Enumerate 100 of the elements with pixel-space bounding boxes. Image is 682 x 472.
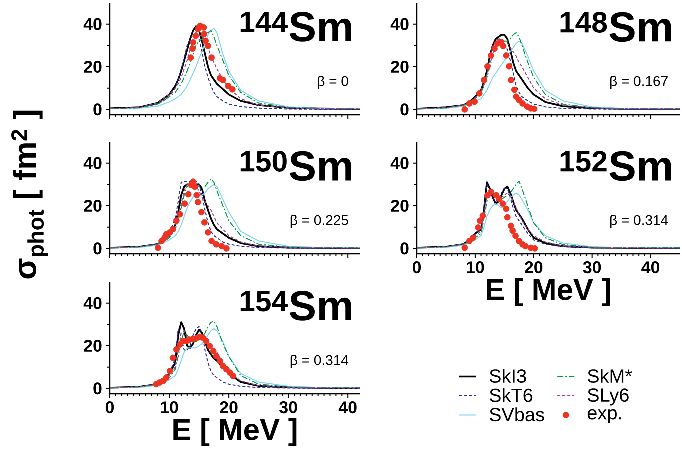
- point: [206, 343, 214, 350]
- point: [508, 77, 514, 84]
- x-tick-label: 20: [220, 402, 238, 414]
- point: [198, 209, 205, 216]
- chart-title: $^{150}$Sm: [240, 151, 352, 182]
- point: [472, 98, 478, 106]
- point: [201, 31, 208, 38]
- y-tick-label: 20: [391, 200, 409, 212]
- point: [190, 39, 197, 46]
- y-tick-label: 0: [400, 242, 409, 255]
- y-tick-label: 20: [391, 60, 409, 74]
- point: [208, 238, 215, 244]
- point: [520, 100, 526, 107]
- point: [475, 224, 482, 231]
- point: [190, 46, 196, 52]
- legend-label: SkM*: [588, 369, 632, 384]
- chart-title: $^{152}$Sm: [560, 151, 672, 182]
- point: [194, 192, 200, 199]
- point: [229, 86, 236, 93]
- y-tick-label: 20: [84, 60, 102, 74]
- legend-label: SkI3: [490, 369, 526, 384]
- point: [173, 218, 180, 224]
- point: [163, 374, 170, 381]
- point: [470, 234, 476, 242]
- x-axis-title: E [ MeV ]: [174, 418, 297, 446]
- point: [462, 106, 468, 113]
- point: [504, 214, 511, 221]
- x-tick-label: 20: [525, 262, 543, 274]
- point: [166, 368, 174, 374]
- point: [500, 200, 506, 208]
- point: [170, 354, 176, 362]
- point: [155, 244, 162, 252]
- point: [182, 200, 188, 208]
- y-tick-label: 40: [84, 297, 102, 310]
- point: [192, 32, 200, 40]
- point: [510, 228, 516, 234]
- y-tick-label: 0: [94, 104, 102, 116]
- y-tick-label: 40: [84, 157, 102, 170]
- y-tick-label: 40: [390, 18, 409, 30]
- point: [522, 243, 529, 250]
- point: [203, 338, 210, 345]
- point: [177, 211, 184, 218]
- point: [488, 188, 494, 196]
- chart-title: $^{144}$Sm: [240, 12, 352, 42]
- y-tick-label: 20: [84, 340, 102, 352]
- point: [185, 191, 192, 198]
- annotation: β = 0.314: [610, 214, 668, 228]
- x-tick-label: 10: [161, 402, 178, 414]
- legend-label: exp.: [588, 409, 622, 424]
- point: [532, 245, 538, 252]
- point: [205, 42, 212, 50]
- legend-label: SLy6: [588, 388, 629, 406]
- point: [225, 83, 232, 90]
- y-tick-label: 0: [400, 104, 409, 116]
- point: [500, 43, 507, 50]
- point: [481, 77, 488, 84]
- point: [170, 226, 176, 233]
- point: [200, 24, 208, 31]
- point: [220, 77, 226, 84]
- point: [476, 218, 484, 224]
- chart-title: $^{148}$Sm: [560, 12, 672, 42]
- point: [216, 358, 224, 364]
- x-tick-label: 0: [106, 402, 114, 414]
- point: [511, 86, 518, 94]
- point: [506, 63, 513, 70]
- y-tick-label: 0: [94, 242, 102, 255]
- legend-label: SkT6: [490, 388, 533, 402]
- chart-title: $^{154}$Sm: [240, 291, 352, 321]
- point: [210, 348, 217, 355]
- point: [201, 219, 208, 226]
- point: [503, 206, 510, 212]
- point: [192, 184, 198, 190]
- point: [503, 52, 510, 59]
- point: [531, 106, 538, 112]
- annotation: β = 0.314: [290, 354, 349, 368]
- point: [213, 241, 220, 248]
- legend-label: SVbas: [490, 408, 544, 422]
- x-tick-label: 40: [338, 402, 357, 414]
- x-tick-label: 30: [280, 402, 298, 414]
- x-tick-label: 40: [642, 262, 660, 274]
- x-tick-label: 30: [583, 262, 602, 274]
- x-tick-label: 0: [412, 262, 422, 274]
- point: [205, 229, 212, 236]
- y-tick-label: 40: [84, 18, 102, 30]
- point: [188, 54, 194, 62]
- point: [492, 46, 498, 52]
- y-tick-label: 20: [84, 200, 102, 212]
- point: [466, 100, 473, 107]
- point: [488, 52, 494, 59]
- point: [462, 244, 468, 252]
- y-tick-label: 0: [94, 382, 102, 395]
- annotation: β = 0.167: [610, 76, 668, 90]
- x-axis-title: E [ MeV ]: [487, 278, 610, 306]
- point: [194, 199, 202, 206]
- x-tick-label: 10: [467, 262, 484, 274]
- point: [230, 372, 236, 380]
- point: [480, 212, 486, 220]
- point: [484, 63, 491, 70]
- point: [223, 245, 230, 252]
- annotation: β = 0.225: [290, 214, 348, 228]
